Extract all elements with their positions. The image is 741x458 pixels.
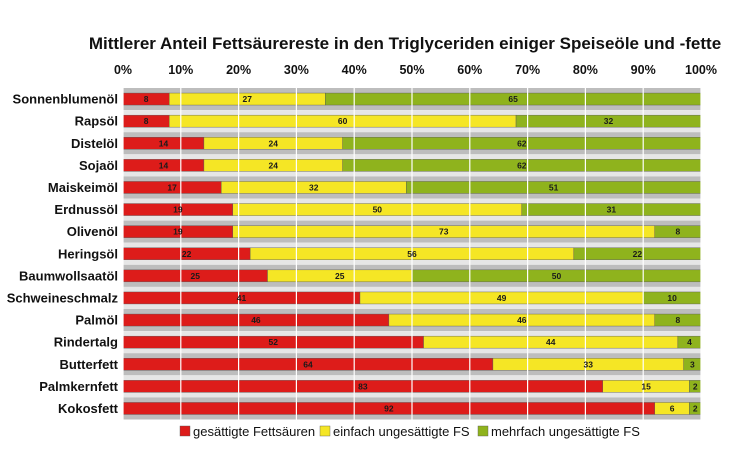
data-label: 22 [633,249,643,259]
data-label: 44 [546,337,556,347]
x-axis-tick-labels: 0% 10% 20% 30% 40% 50% 60% 70% 80% 90% 100% [114,63,717,77]
data-label: 46 [517,315,527,325]
data-label: 19 [173,205,183,215]
x-tick-label: 80% [573,63,598,77]
category-label: Palmkernfett [39,379,118,394]
x-tick-label: 40% [342,63,367,77]
legend: gesättigte Fettsäuren einfach ungesättigt… [179,424,640,439]
data-label: 65 [508,94,518,104]
data-label: 49 [497,293,507,303]
x-tick-label: 90% [631,63,656,77]
data-label: 24 [269,160,279,170]
data-label: 8 [676,315,681,325]
category-label: Rindertalg [54,335,118,350]
category-label: Butterfett [60,357,119,372]
x-tick-label: 50% [399,63,424,77]
data-label: 6 [670,403,675,413]
legend-swatch [179,425,191,437]
legend-swatch [319,425,331,437]
data-label: 92 [384,403,394,413]
data-label: 8 [144,116,149,126]
data-label: 32 [309,182,319,192]
x-tick-label: 30% [284,63,309,77]
vertical-gridlines [122,88,702,420]
data-label: 46 [251,315,261,325]
data-label: 14 [159,160,169,170]
data-label: 22 [182,249,192,259]
data-label: 2 [693,403,698,413]
category-label: Heringsöl [58,246,118,261]
data-label: 50 [552,271,562,281]
legend-label: einfach ungesättigte FS [333,424,470,439]
x-tick-label: 10% [168,63,193,77]
data-label: 10 [667,293,677,303]
category-label: Olivenöl [67,224,118,239]
data-label: 73 [439,227,449,237]
data-label: 19 [173,227,183,237]
data-label: 62 [517,138,527,148]
chart-title: Mittlerer Anteil Fettsäurereste in den T… [89,34,721,53]
data-label: 3 [690,359,695,369]
data-label: 25 [335,271,345,281]
data-label: 25 [191,271,201,281]
x-tick-label: 100% [685,63,717,77]
data-label: 17 [167,182,177,192]
category-label: Kokosfett [58,401,119,416]
legend-label: gesättigte Fettsäuren [193,424,315,439]
data-label: 24 [269,138,279,148]
data-label: 32 [604,116,614,126]
category-label: Rapsöl [75,114,118,129]
data-label: 60 [338,116,348,126]
category-label: Palmöl [75,313,118,328]
data-label: 31 [607,205,617,215]
data-label: 41 [237,293,247,303]
category-label: Sonnenblumenöl [13,92,118,107]
category-label: Erdnussöl [54,202,118,217]
category-label: Schweineschmalz [7,290,119,305]
data-label: 8 [144,94,149,104]
x-tick-label: 0% [114,63,132,77]
data-label: 2 [693,381,698,391]
data-label: 83 [358,381,368,391]
x-tick-label: 20% [226,63,251,77]
data-label: 15 [641,381,651,391]
data-label: 50 [373,205,383,215]
data-label: 52 [269,337,279,347]
x-tick-label: 60% [457,63,482,77]
data-label: 51 [549,182,559,192]
data-label: 56 [407,249,417,259]
category-label: Distelöl [71,136,118,151]
bar-segments [122,92,702,415]
category-label: Maiskeimöl [48,180,118,195]
data-label: 8 [676,227,681,237]
category-label: Baumwollsaatöl [19,268,118,283]
data-label: 4 [687,337,692,347]
category-label: Sojaöl [79,158,118,173]
data-label: 62 [517,160,527,170]
data-label: 27 [243,94,253,104]
category-labels: Sonnenblumenöl Rapsöl Distelöl Sojaöl Maiske… [7,92,119,416]
x-tick-label: 70% [515,63,540,77]
legend-label: mehrfach ungesättigte FS [491,424,640,439]
data-label: 14 [159,138,169,148]
data-label: 64 [303,359,313,369]
legend-swatch [477,425,489,437]
data-label: 33 [584,359,594,369]
